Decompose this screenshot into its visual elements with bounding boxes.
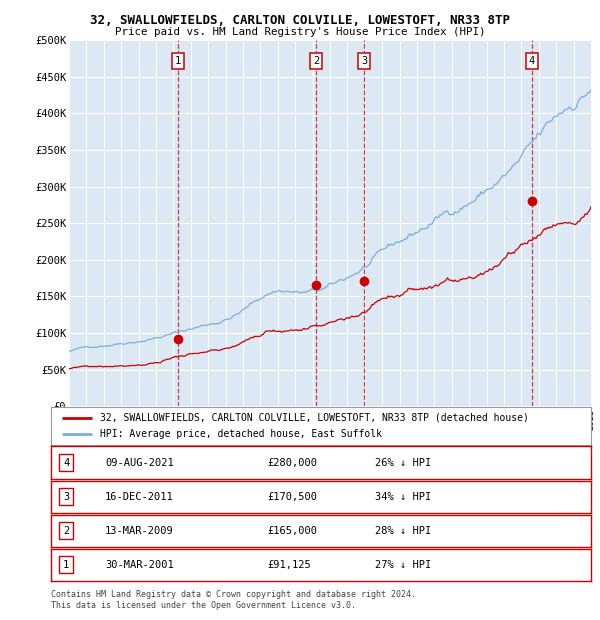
- Text: 2: 2: [63, 526, 69, 536]
- Text: 28% ↓ HPI: 28% ↓ HPI: [375, 526, 431, 536]
- Text: 3: 3: [63, 492, 69, 502]
- Text: 32, SWALLOWFIELDS, CARLTON COLVILLE, LOWESTOFT, NR33 8TP: 32, SWALLOWFIELDS, CARLTON COLVILLE, LOW…: [90, 14, 510, 27]
- Text: 16-DEC-2011: 16-DEC-2011: [105, 492, 174, 502]
- Text: 09-AUG-2021: 09-AUG-2021: [105, 458, 174, 467]
- Text: 32, SWALLOWFIELDS, CARLTON COLVILLE, LOWESTOFT, NR33 8TP (detached house): 32, SWALLOWFIELDS, CARLTON COLVILLE, LOW…: [100, 413, 529, 423]
- Text: 30-MAR-2001: 30-MAR-2001: [105, 560, 174, 570]
- Text: 4: 4: [529, 56, 535, 66]
- Text: 3: 3: [361, 56, 367, 66]
- Text: 27% ↓ HPI: 27% ↓ HPI: [375, 560, 431, 570]
- Text: 1: 1: [63, 560, 69, 570]
- Text: £165,000: £165,000: [267, 526, 317, 536]
- Text: 2: 2: [313, 56, 319, 66]
- Text: 13-MAR-2009: 13-MAR-2009: [105, 526, 174, 536]
- Text: £91,125: £91,125: [267, 560, 311, 570]
- Text: 4: 4: [63, 458, 69, 467]
- Text: £280,000: £280,000: [267, 458, 317, 467]
- Text: 26% ↓ HPI: 26% ↓ HPI: [375, 458, 431, 467]
- Text: Price paid vs. HM Land Registry's House Price Index (HPI): Price paid vs. HM Land Registry's House …: [115, 27, 485, 37]
- Text: £170,500: £170,500: [267, 492, 317, 502]
- Text: Contains HM Land Registry data © Crown copyright and database right 2024.
This d: Contains HM Land Registry data © Crown c…: [51, 590, 416, 609]
- Text: HPI: Average price, detached house, East Suffolk: HPI: Average price, detached house, East…: [100, 429, 382, 439]
- Text: 34% ↓ HPI: 34% ↓ HPI: [375, 492, 431, 502]
- Text: 1: 1: [175, 56, 181, 66]
